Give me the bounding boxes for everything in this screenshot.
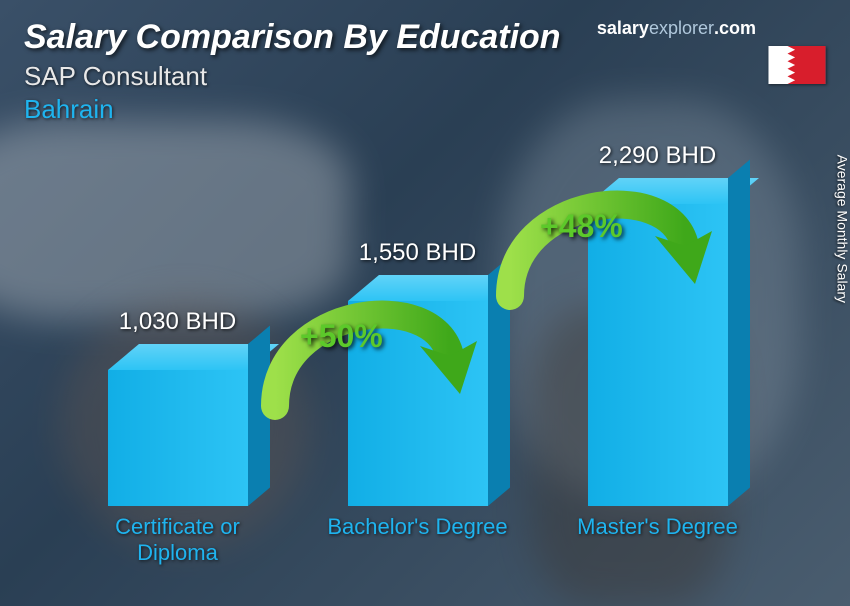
growth-arrow-1: +48% bbox=[490, 166, 720, 321]
bar-value-label: 1,030 BHD bbox=[78, 308, 278, 336]
bar-category-label: Certificate or Diploma bbox=[78, 514, 278, 567]
bar-category-label: Bachelor's Degree bbox=[318, 514, 518, 540]
growth-arrow-0: +50% bbox=[255, 276, 485, 431]
chart-area: 1,030 BHDCertificate or Diploma1,550 BHD… bbox=[70, 146, 790, 566]
country-label: Bahrain bbox=[24, 94, 826, 125]
brand-suffix: .com bbox=[714, 18, 756, 38]
subtitle: SAP Consultant bbox=[24, 61, 826, 92]
bar-front bbox=[108, 370, 248, 506]
bar-value-label: 1,550 BHD bbox=[318, 239, 518, 267]
yaxis-label: Average Monthly Salary bbox=[834, 155, 850, 303]
header: Salary Comparison By Education SAP Consu… bbox=[24, 18, 826, 125]
bahrain-flag-icon bbox=[768, 46, 826, 84]
bar-side bbox=[728, 159, 750, 506]
growth-pct-label: +50% bbox=[300, 318, 383, 355]
brand-mid: explorer bbox=[649, 18, 714, 38]
growth-pct-label: +48% bbox=[540, 208, 623, 245]
brand-prefix: salary bbox=[597, 18, 649, 38]
brand-logo: salaryexplorer.com bbox=[597, 18, 756, 39]
bar-0: 1,030 BHDCertificate or Diploma bbox=[90, 370, 265, 506]
bar-category-label: Master's Degree bbox=[558, 514, 758, 540]
